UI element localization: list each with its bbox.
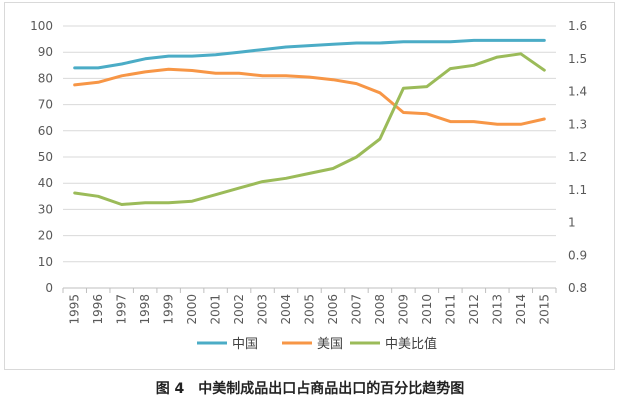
- x-axis-tick-label: 1995: [68, 294, 82, 325]
- figure-caption: 图 4 中美制成品出口占商品出口的百分比趋势图: [155, 381, 465, 397]
- left-axis-tick-label: 50: [38, 150, 53, 164]
- left-axis-tick-label: 40: [38, 176, 53, 190]
- left-axis-tick-label: 0: [45, 281, 53, 295]
- legend-label: 中美比值: [385, 336, 437, 352]
- left-axis-tick-label: 60: [38, 124, 53, 138]
- x-axis-tick-label: 2008: [373, 294, 387, 325]
- x-axis-tick-label: 1999: [162, 294, 176, 325]
- left-axis-tick-label: 10: [38, 255, 53, 269]
- x-axis-tick-label: 2010: [420, 294, 434, 325]
- x-axis-tick-label: 1996: [91, 294, 105, 325]
- series-line-美国: [73, 67, 546, 126]
- x-axis-tick-label: 2009: [396, 294, 410, 325]
- x-axis-tick-label: 2004: [279, 294, 293, 325]
- x-axis-tick-label: 1998: [138, 294, 152, 325]
- left-y-axis: 0 10 20 30 40 50 60 70 80 90 100: [30, 19, 53, 295]
- left-axis-tick-label: 70: [38, 98, 53, 112]
- right-axis-tick-label: 0.8: [568, 281, 587, 295]
- x-axis-tick-label: 2014: [514, 294, 528, 325]
- x-axis-tick-label: 2001: [209, 294, 223, 325]
- legend-label: 美国: [317, 337, 343, 352]
- legend: 中国 美国 中美比值: [197, 336, 437, 352]
- x-axis-tick-label: 2012: [467, 294, 481, 325]
- x-axis-tick-label: 2011: [443, 294, 457, 325]
- x-axis-tick-label: 2007: [349, 294, 363, 325]
- legend-label: 中国: [232, 337, 258, 352]
- chart-frame: 0 10 20 30 40 50 60 70 80 90 100 0.8 0.9 1 1.1 1.2 1.3 1…: [4, 2, 615, 370]
- right-axis-tick-label: 1.3: [568, 117, 587, 131]
- x-axis: 1995 1996 1997 1998 1999 2000 2001 2002 2003 2004…: [62, 287, 557, 325]
- x-axis-tick-label: 1997: [115, 294, 129, 325]
- left-axis-tick-label: 90: [38, 45, 53, 59]
- x-axis-tick-label: 2003: [256, 294, 270, 325]
- right-axis-tick-label: 1.6: [568, 19, 587, 33]
- right-axis-tick-label: 1.4: [568, 85, 587, 99]
- series-line-中美比值: [73, 52, 546, 206]
- right-axis-tick-label: 1.1: [568, 183, 587, 197]
- series-lines: [73, 38, 546, 206]
- x-axis-tick-label: 2015: [537, 294, 551, 325]
- series-line-中国: [73, 38, 546, 70]
- x-axis-tick-label: 2000: [185, 294, 199, 325]
- left-axis-tick-label: 20: [38, 229, 53, 243]
- line-chart: 0 10 20 30 40 50 60 70 80 90 100 0.8 0.9 1 1.1 1.2 1.3 1…: [30, 19, 587, 352]
- x-axis-tick-label: 2002: [232, 294, 246, 325]
- right-axis-tick-label: 1.5: [568, 52, 587, 66]
- left-axis-tick-label: 80: [38, 71, 53, 85]
- right-axis-tick-label: 1: [568, 216, 576, 230]
- gridlines: [63, 25, 556, 289]
- x-axis-tick-label: 2005: [303, 294, 317, 325]
- x-axis-tick-label: 2013: [490, 294, 504, 325]
- right-axis-tick-label: 0.9: [568, 248, 587, 262]
- left-axis-tick-label: 30: [38, 202, 53, 216]
- right-y-axis: 0.8 0.9 1 1.1 1.2 1.3 1.4 1.5 1.6: [568, 19, 587, 295]
- x-axis-tick-label: 2006: [326, 294, 340, 325]
- left-axis-tick-label: 100: [30, 19, 53, 33]
- right-axis-tick-label: 1.2: [568, 150, 587, 164]
